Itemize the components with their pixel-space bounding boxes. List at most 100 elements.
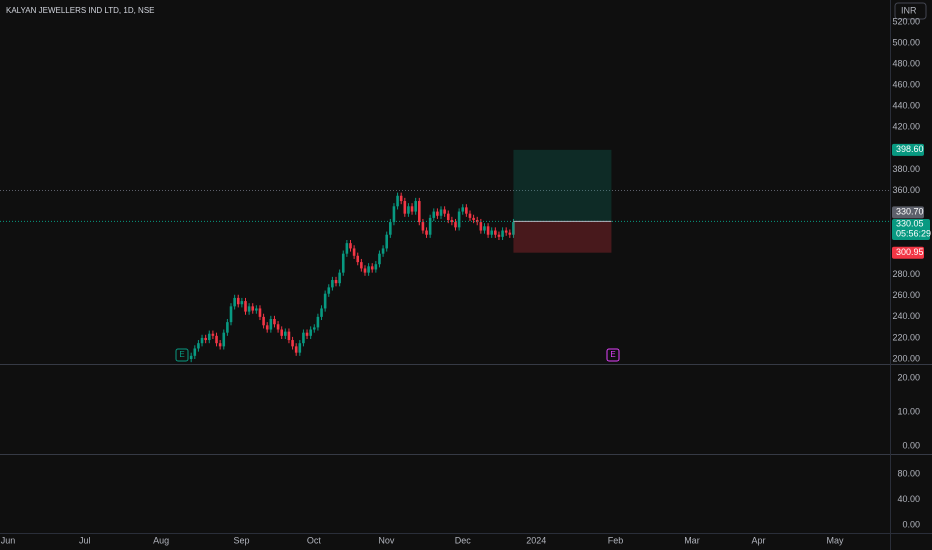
candle-body — [323, 293, 327, 309]
y-tick-label: 0.00 — [902, 519, 920, 529]
candle-body — [425, 230, 428, 235]
last-price-label: 330.05 — [896, 218, 924, 228]
earnings-marker[interactable] — [175, 348, 189, 362]
y-tick-label: 480.00 — [892, 59, 920, 69]
candle-body — [204, 337, 207, 341]
candle-body — [211, 333, 215, 336]
y-tick-label: 500.00 — [892, 37, 920, 47]
candle-body — [403, 201, 407, 214]
candle-body — [197, 343, 200, 349]
candle-body — [251, 306, 255, 311]
candle-body — [226, 322, 229, 333]
candle-body — [436, 211, 439, 216]
candle-body — [294, 346, 298, 353]
candle-body — [421, 222, 425, 231]
candle-body — [193, 348, 197, 356]
candle-body — [504, 230, 508, 233]
candle-body — [258, 308, 262, 317]
candle-body — [331, 280, 334, 288]
y-tick-label: 40.00 — [897, 494, 920, 504]
candle-body — [345, 243, 349, 254]
candle-body — [233, 297, 236, 307]
last-price-tag — [892, 219, 930, 241]
candle-body — [392, 206, 396, 223]
candle-body — [446, 213, 450, 220]
y-tick-label: 440.00 — [892, 101, 920, 111]
y-tick-label: 80.00 — [897, 468, 920, 478]
y-tick-label: 520.00 — [892, 16, 920, 26]
candle-body — [381, 248, 385, 254]
candle-body — [320, 308, 323, 317]
chart-title: KALYAN JEWELLERS IND LTD, 1D, NSE — [6, 6, 154, 15]
y-tick-label: 20.00 — [897, 372, 920, 382]
earnings-label[interactable]: E — [610, 350, 615, 359]
candle-body — [428, 217, 432, 235]
candle-body — [236, 297, 240, 305]
candle-body — [378, 253, 381, 265]
entry-label: 330.70 — [896, 207, 924, 217]
candle-body — [486, 226, 490, 235]
candle-body — [407, 206, 410, 214]
candle-body — [269, 318, 273, 330]
candle-body — [367, 266, 370, 273]
target-tag — [892, 143, 924, 156]
candle-body — [222, 332, 226, 347]
candle-body — [501, 230, 504, 237]
candle-body — [439, 209, 443, 216]
candle-body — [215, 335, 218, 344]
candle-body — [443, 209, 446, 214]
earnings-label[interactable]: E — [179, 350, 184, 359]
candle-body — [490, 230, 494, 235]
x-tick-label: Jun — [1, 535, 16, 545]
candle-body — [352, 248, 356, 256]
candle-body — [468, 213, 472, 218]
candle-body — [360, 262, 363, 269]
x-tick-label: Nov — [378, 535, 395, 545]
candle-body — [417, 201, 421, 223]
candle-body — [262, 316, 265, 326]
loss-zone — [513, 221, 612, 253]
candle-body — [461, 207, 465, 212]
target-label: 398.60 — [896, 144, 924, 154]
candle-body — [338, 272, 341, 284]
stop-label: 300.95 — [896, 247, 924, 257]
candle-body — [305, 332, 309, 336]
candle-body — [273, 318, 276, 325]
candle-body — [457, 211, 461, 228]
x-tick-label: Oct — [307, 535, 322, 545]
currency-button[interactable] — [894, 2, 927, 20]
candle-body — [508, 232, 512, 235]
x-tick-label: Aug — [153, 535, 169, 545]
entry-tag — [892, 206, 924, 219]
y-tick-label: 280.00 — [892, 269, 920, 279]
candle-body — [189, 355, 193, 359]
candle-body — [309, 329, 312, 336]
candle-body — [218, 343, 222, 347]
candle-body — [450, 219, 454, 223]
candle-body — [284, 331, 287, 336]
candle-body — [280, 329, 284, 336]
candle-body — [454, 222, 457, 228]
candle-body — [334, 280, 338, 284]
currency-label[interactable]: INR — [901, 5, 917, 15]
candle-body — [414, 201, 417, 212]
candle-body — [244, 301, 247, 312]
y-tick-label: 420.00 — [892, 122, 920, 132]
x-tick-label: Mar — [684, 535, 700, 545]
candle-body — [247, 306, 251, 312]
candle-body — [494, 230, 497, 235]
y-tick-label: 220.00 — [892, 332, 920, 342]
y-tick-label: 460.00 — [892, 80, 920, 90]
earnings-marker[interactable] — [606, 348, 620, 362]
candle-body — [291, 340, 294, 347]
candle-body — [479, 222, 483, 231]
candle-body — [298, 343, 302, 353]
candle-body — [370, 266, 374, 270]
candle-body — [327, 287, 331, 294]
candle-body — [465, 207, 468, 214]
candle-body — [396, 195, 399, 207]
candle-body — [316, 316, 320, 328]
